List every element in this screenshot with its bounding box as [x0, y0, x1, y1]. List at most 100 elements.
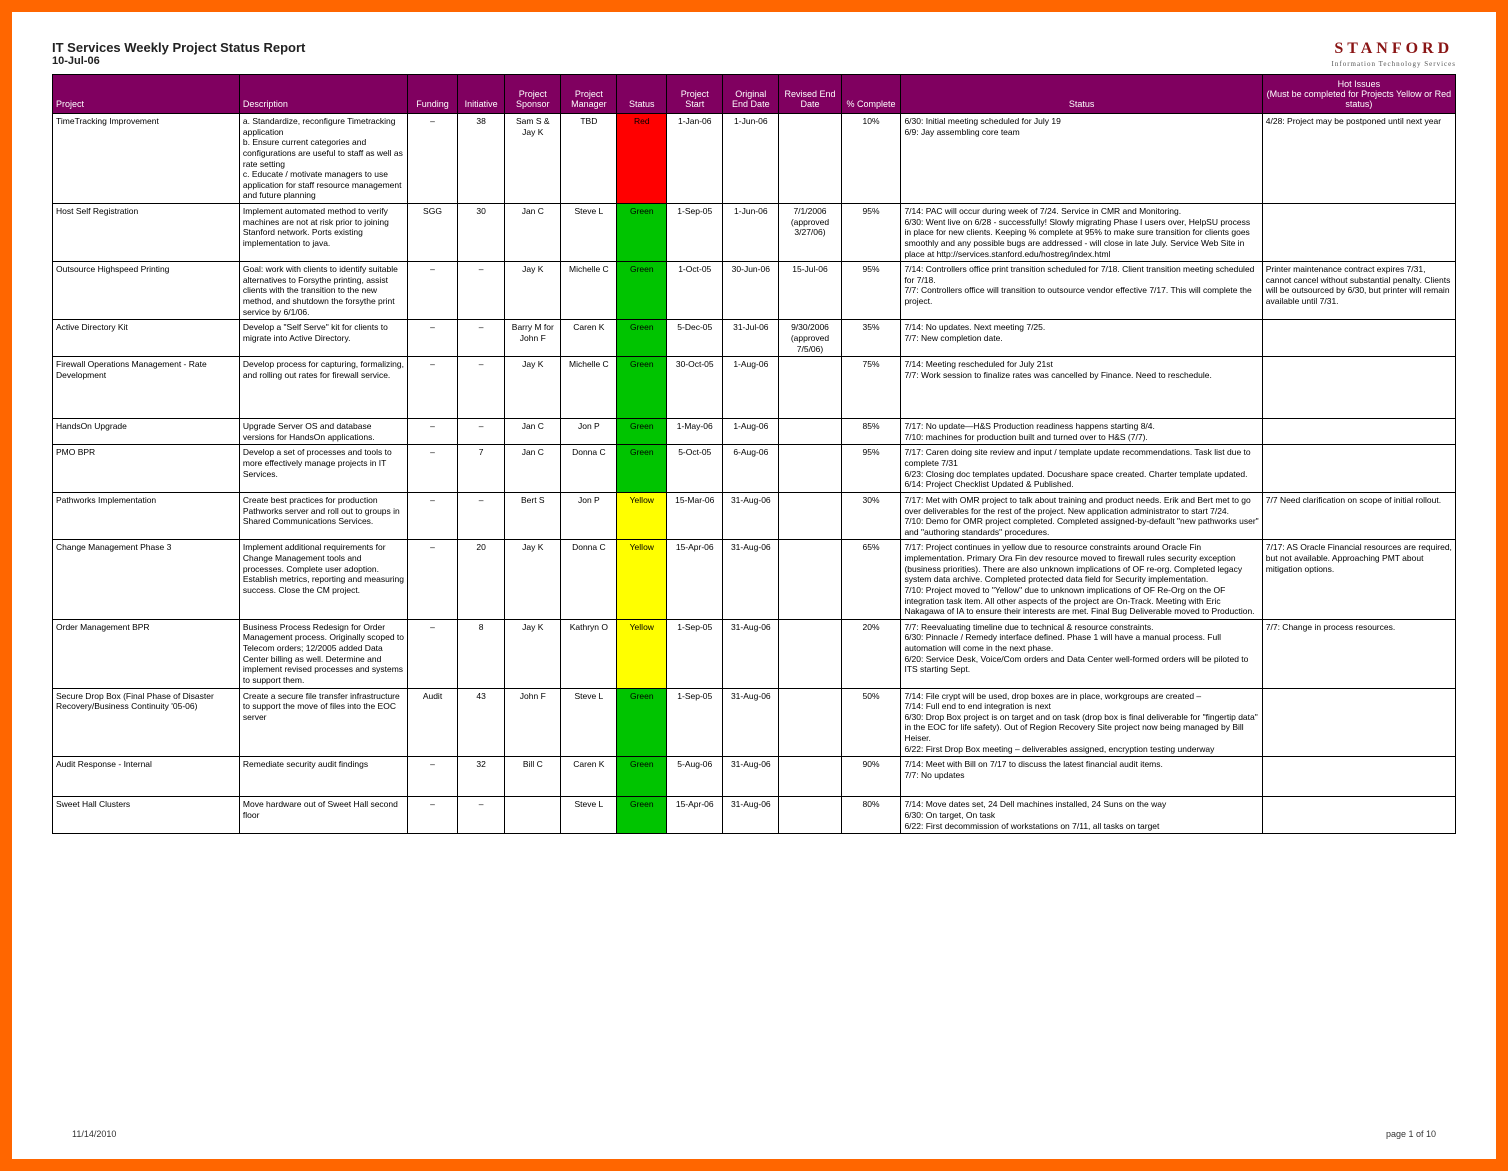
status-cell: Green	[617, 320, 667, 357]
report-header: IT Services Weekly Project Status Report…	[52, 40, 1456, 68]
cell: 1-Sep-05	[667, 688, 723, 757]
cell: –	[408, 619, 458, 688]
cell: 15-Mar-06	[667, 492, 723, 540]
cell: 7/14: PAC will occur during week of 7/24…	[901, 204, 1262, 262]
cell: 95%	[841, 204, 901, 262]
table-row: Host Self RegistrationImplement automate…	[53, 204, 1456, 262]
cell: 85%	[841, 419, 901, 445]
cell: Host Self Registration	[53, 204, 240, 262]
cell: Pathworks Implementation	[53, 492, 240, 540]
col-header: Project Start	[667, 75, 723, 114]
cell: 90%	[841, 757, 901, 797]
col-header: Initiative	[457, 75, 504, 114]
cell: 1-Aug-06	[723, 357, 779, 419]
cell: 8	[457, 619, 504, 688]
cell: 65%	[841, 540, 901, 619]
cell: Bert S	[505, 492, 561, 540]
cell: Jon P	[561, 419, 617, 445]
col-header: Project Manager	[561, 75, 617, 114]
cell: Jay K	[505, 262, 561, 320]
cell: 95%	[841, 262, 901, 320]
cell: 5-Dec-05	[667, 320, 723, 357]
table-row: Order Management BPRBusiness Process Red…	[53, 619, 1456, 688]
cell: TimeTracking Improvement	[53, 114, 240, 204]
status-cell: Green	[617, 204, 667, 262]
cell: Secure Drop Box (Final Phase of Disaster…	[53, 688, 240, 757]
cell	[779, 114, 841, 204]
cell	[779, 419, 841, 445]
cell: 1-Sep-05	[667, 619, 723, 688]
cell: 7/7 Need clarification on scope of initi…	[1262, 492, 1455, 540]
cell: 7/14: Move dates set, 24 Dell machines i…	[901, 797, 1262, 834]
logo-sub: Information Technology Services	[1332, 60, 1456, 68]
cell	[1262, 445, 1455, 493]
cell	[779, 619, 841, 688]
col-header: Project	[53, 75, 240, 114]
cell: 5-Aug-06	[667, 757, 723, 797]
cell: Steve L	[561, 797, 617, 834]
status-cell: Green	[617, 445, 667, 493]
col-header: % Complete	[841, 75, 901, 114]
cell: 7/17: Met with OMR project to talk about…	[901, 492, 1262, 540]
cell: Active Directory Kit	[53, 320, 240, 357]
cell: –	[457, 419, 504, 445]
cell: 7/17: Caren doing site review and input …	[901, 445, 1262, 493]
report-page: IT Services Weekly Project Status Report…	[0, 0, 1508, 1171]
cell: 35%	[841, 320, 901, 357]
cell: Audit	[408, 688, 458, 757]
cell: –	[457, 262, 504, 320]
cell: Develop a set of processes and tools to …	[239, 445, 407, 493]
col-header: Description	[239, 75, 407, 114]
cell: 9/30/2006 (approved 7/5/06)	[779, 320, 841, 357]
table-row: Audit Response - InternalRemediate secur…	[53, 757, 1456, 797]
cell: HandsOn Upgrade	[53, 419, 240, 445]
cell: 7/17: Project continues in yellow due to…	[901, 540, 1262, 619]
cell	[1262, 320, 1455, 357]
page-footer: 11/14/2010 page 1 of 10	[72, 1129, 1436, 1139]
cell: 4/28: Project may be postponed until nex…	[1262, 114, 1455, 204]
cell: Order Management BPR	[53, 619, 240, 688]
cell: –	[457, 357, 504, 419]
cell: Implement additional requirements for Ch…	[239, 540, 407, 619]
cell: 31-Aug-06	[723, 797, 779, 834]
col-header: Status	[901, 75, 1262, 114]
cell: Upgrade Server OS and database versions …	[239, 419, 407, 445]
col-header: Status	[617, 75, 667, 114]
table-row: Outsource Highspeed PrintingGoal: work w…	[53, 262, 1456, 320]
report-date: 10-Jul-06	[52, 55, 305, 67]
table-row: Secure Drop Box (Final Phase of Disaster…	[53, 688, 1456, 757]
cell: Jon P	[561, 492, 617, 540]
status-cell: Yellow	[617, 492, 667, 540]
col-header: Revised End Date	[779, 75, 841, 114]
cell: 30	[457, 204, 504, 262]
cell: Caren K	[561, 757, 617, 797]
cell: 7/17: No update—H&S Production readiness…	[901, 419, 1262, 445]
cell: 1-May-06	[667, 419, 723, 445]
cell: 7/17: AS Oracle Financial resources are …	[1262, 540, 1455, 619]
cell	[779, 492, 841, 540]
cell: John F	[505, 688, 561, 757]
cell: 31-Aug-06	[723, 757, 779, 797]
cell: Goal: work with clients to identify suit…	[239, 262, 407, 320]
report-title: IT Services Weekly Project Status Report	[52, 40, 305, 55]
cell: Michelle C	[561, 262, 617, 320]
cell: Jan C	[505, 204, 561, 262]
cell: 7/14: Controllers office print transitio…	[901, 262, 1262, 320]
cell: Outsource Highspeed Printing	[53, 262, 240, 320]
cell	[779, 797, 841, 834]
cell: Create best practices for production Pat…	[239, 492, 407, 540]
cell: Kathryn O	[561, 619, 617, 688]
table-row: HandsOn UpgradeUpgrade Server OS and dat…	[53, 419, 1456, 445]
cell: a. Standardize, reconfigure Timetracking…	[239, 114, 407, 204]
status-cell: Red	[617, 114, 667, 204]
cell: –	[408, 357, 458, 419]
cell	[779, 445, 841, 493]
cell	[779, 357, 841, 419]
cell: Printer maintenance contract expires 7/3…	[1262, 262, 1455, 320]
status-cell: Yellow	[617, 619, 667, 688]
footer-date: 11/14/2010	[72, 1129, 116, 1139]
cell: TBD	[561, 114, 617, 204]
cell	[505, 797, 561, 834]
cell: Move hardware out of Sweet Hall second f…	[239, 797, 407, 834]
cell: 7/14: Meet with Bill on 7/17 to discuss …	[901, 757, 1262, 797]
